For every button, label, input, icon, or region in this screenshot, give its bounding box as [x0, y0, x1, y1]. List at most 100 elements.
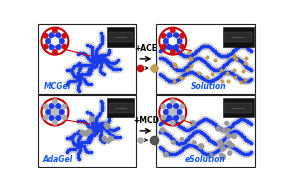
Circle shape — [169, 108, 176, 115]
Circle shape — [230, 143, 234, 148]
Circle shape — [221, 128, 226, 133]
Circle shape — [226, 133, 231, 139]
Circle shape — [46, 109, 51, 115]
Circle shape — [177, 39, 182, 44]
FancyBboxPatch shape — [109, 103, 133, 113]
Circle shape — [227, 141, 232, 146]
Circle shape — [87, 129, 92, 134]
Circle shape — [62, 115, 67, 120]
Circle shape — [161, 33, 166, 38]
Circle shape — [167, 44, 172, 50]
FancyBboxPatch shape — [109, 32, 133, 42]
Circle shape — [43, 44, 48, 49]
Circle shape — [84, 131, 89, 136]
Circle shape — [177, 109, 182, 115]
Circle shape — [62, 104, 67, 109]
Circle shape — [226, 128, 230, 132]
Circle shape — [49, 115, 54, 120]
Circle shape — [56, 33, 61, 38]
Circle shape — [56, 104, 61, 109]
Text: eSolution: eSolution — [185, 155, 226, 164]
Circle shape — [102, 136, 107, 141]
Circle shape — [167, 33, 172, 38]
Circle shape — [160, 128, 165, 133]
Circle shape — [174, 44, 178, 50]
Circle shape — [231, 133, 237, 139]
Circle shape — [53, 28, 57, 33]
Circle shape — [180, 44, 184, 49]
Circle shape — [108, 111, 114, 116]
Circle shape — [180, 104, 184, 109]
Circle shape — [106, 138, 111, 143]
Text: AdaGel: AdaGel — [43, 155, 73, 164]
Circle shape — [180, 137, 184, 141]
FancyBboxPatch shape — [107, 98, 134, 117]
Circle shape — [170, 50, 175, 54]
Text: MCGel: MCGel — [43, 82, 71, 91]
Circle shape — [49, 33, 54, 38]
Circle shape — [216, 126, 221, 131]
Circle shape — [161, 115, 166, 120]
Circle shape — [49, 44, 54, 50]
Circle shape — [56, 44, 61, 50]
Circle shape — [49, 104, 54, 109]
Circle shape — [56, 115, 61, 120]
Circle shape — [104, 122, 109, 128]
Circle shape — [220, 146, 226, 151]
Circle shape — [170, 99, 175, 104]
Circle shape — [59, 39, 64, 44]
Circle shape — [161, 104, 166, 109]
FancyBboxPatch shape — [224, 103, 252, 113]
Circle shape — [53, 50, 57, 54]
FancyBboxPatch shape — [224, 32, 252, 42]
Circle shape — [164, 39, 168, 44]
FancyBboxPatch shape — [156, 95, 255, 167]
Circle shape — [220, 154, 226, 160]
FancyBboxPatch shape — [107, 27, 134, 46]
Circle shape — [62, 33, 67, 38]
Circle shape — [174, 33, 178, 38]
Circle shape — [89, 116, 94, 122]
Circle shape — [51, 108, 58, 115]
Circle shape — [225, 121, 229, 125]
Circle shape — [43, 33, 48, 38]
Circle shape — [170, 28, 175, 33]
FancyBboxPatch shape — [38, 95, 136, 167]
Circle shape — [190, 120, 196, 126]
FancyBboxPatch shape — [223, 98, 254, 117]
FancyBboxPatch shape — [156, 24, 255, 94]
Circle shape — [192, 140, 196, 145]
Circle shape — [105, 124, 110, 129]
Circle shape — [163, 152, 168, 157]
Text: +ACE: +ACE — [134, 44, 157, 53]
Circle shape — [180, 33, 184, 38]
Circle shape — [167, 104, 172, 109]
Circle shape — [219, 153, 224, 157]
Circle shape — [174, 115, 178, 120]
Circle shape — [53, 99, 57, 104]
Circle shape — [80, 130, 85, 135]
Circle shape — [164, 109, 168, 115]
Circle shape — [43, 115, 48, 120]
Circle shape — [227, 151, 232, 156]
Circle shape — [46, 39, 51, 44]
Circle shape — [171, 140, 176, 144]
Circle shape — [167, 115, 172, 120]
Circle shape — [169, 38, 176, 45]
FancyBboxPatch shape — [223, 27, 254, 46]
Circle shape — [209, 153, 214, 157]
Circle shape — [180, 115, 184, 120]
Text: +MCD: +MCD — [133, 116, 159, 125]
Circle shape — [43, 104, 48, 109]
Circle shape — [62, 44, 67, 49]
Circle shape — [59, 109, 64, 115]
Circle shape — [218, 140, 223, 145]
Circle shape — [217, 141, 223, 146]
Circle shape — [198, 143, 204, 149]
Circle shape — [108, 136, 114, 141]
Circle shape — [161, 44, 166, 49]
FancyBboxPatch shape — [38, 24, 136, 94]
Circle shape — [170, 121, 175, 125]
Circle shape — [174, 104, 178, 109]
Circle shape — [51, 38, 58, 45]
